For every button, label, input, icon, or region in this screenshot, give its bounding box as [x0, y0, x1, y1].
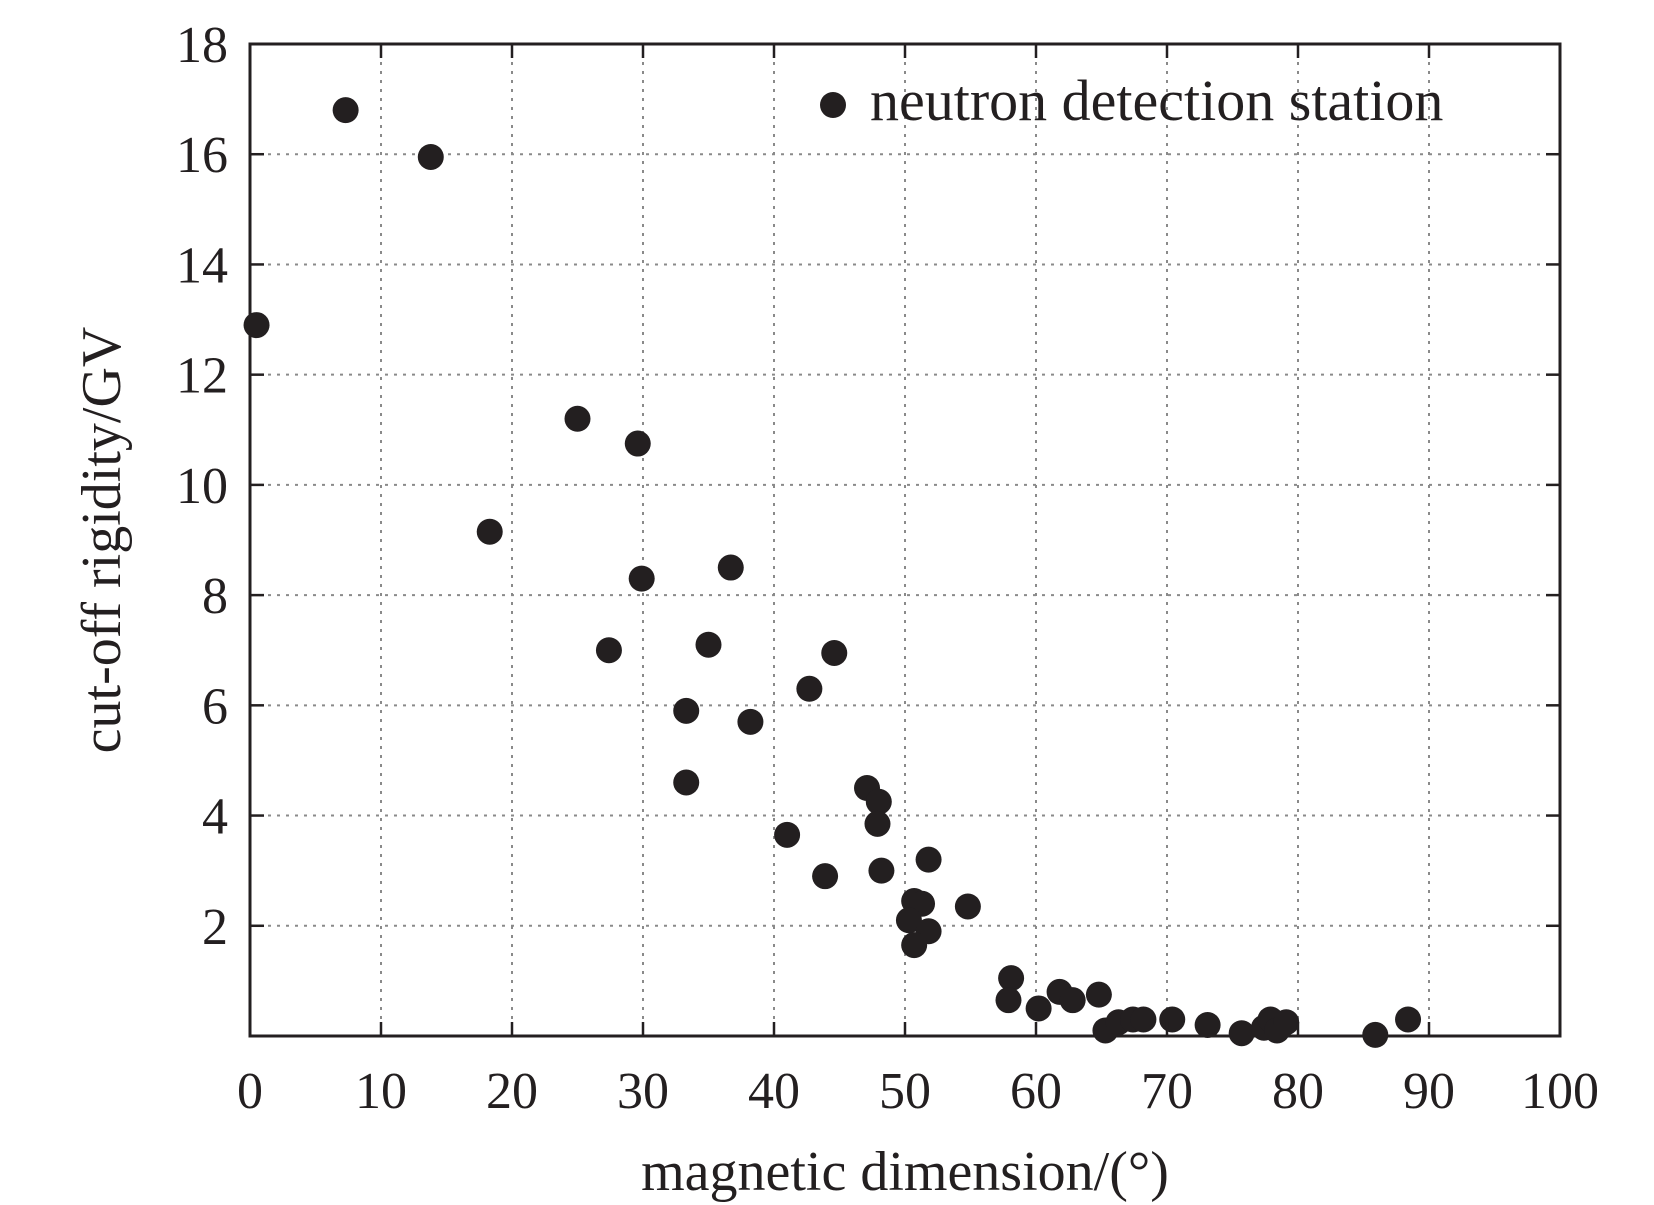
y-tick-label: 10	[176, 458, 228, 515]
data-point	[995, 987, 1022, 1014]
y-tick-label: 14	[176, 237, 228, 294]
data-point	[695, 631, 722, 658]
data-point	[717, 554, 744, 581]
x-tick-label: 80	[1272, 1063, 1324, 1120]
y-tick-label: 16	[176, 127, 228, 184]
data-point	[774, 821, 801, 848]
y-tick-label: 6	[202, 678, 228, 735]
data-point	[796, 675, 823, 702]
x-tick-label: 20	[486, 1063, 538, 1120]
grid-lines	[250, 44, 1560, 1036]
x-tick-labels: 0 10 20 30 40 50 60 70 80 90 100	[237, 1063, 1599, 1120]
x-tick-label: 10	[355, 1063, 407, 1120]
y-tick-label: 12	[176, 348, 228, 405]
data-point	[1085, 981, 1112, 1008]
data-point	[998, 965, 1025, 992]
legend-label: neutron detection station	[870, 68, 1443, 133]
data-point	[915, 846, 942, 873]
data-point	[821, 639, 848, 666]
y-tick-labels: 2 4 6 8 10 12 14 16 18	[176, 17, 228, 956]
data-point	[1228, 1020, 1255, 1047]
legend-marker	[820, 92, 846, 118]
data-point	[864, 810, 891, 837]
data-point	[865, 788, 892, 815]
data-point	[954, 893, 981, 920]
data-point	[332, 97, 359, 124]
data-point	[895, 907, 922, 934]
x-tick-label: 100	[1521, 1063, 1599, 1120]
x-tick-label: 30	[617, 1063, 669, 1120]
x-tick-label: 90	[1403, 1063, 1455, 1120]
data-point	[595, 637, 622, 664]
data-point	[1130, 1006, 1157, 1033]
legend: neutron detection station	[820, 68, 1443, 133]
x-tick-label: 50	[879, 1063, 931, 1120]
y-tick-label: 4	[202, 789, 228, 846]
y-axis-label: cut-off rigidity/GV	[71, 327, 133, 754]
data-points	[243, 97, 1422, 1048]
data-point	[624, 430, 651, 457]
data-point	[476, 518, 503, 545]
x-tick-label: 60	[1010, 1063, 1062, 1120]
data-point	[564, 405, 591, 432]
data-point	[901, 932, 928, 959]
data-point	[1395, 1006, 1422, 1033]
data-point	[868, 857, 895, 884]
data-point	[243, 312, 270, 339]
data-point	[812, 863, 839, 890]
y-tick-label: 18	[176, 17, 228, 74]
x-tick-label: 40	[748, 1063, 800, 1120]
x-tick-label: 0	[237, 1063, 263, 1120]
data-point	[737, 708, 764, 735]
data-point	[417, 143, 444, 170]
x-axis-label: magnetic dimension/(°)	[641, 1141, 1169, 1203]
data-point	[1273, 1009, 1300, 1036]
data-point	[1059, 987, 1086, 1014]
data-point	[628, 565, 655, 592]
data-point	[1159, 1006, 1186, 1033]
data-point	[673, 697, 700, 724]
data-point	[1025, 995, 1052, 1022]
data-point	[1194, 1011, 1221, 1038]
y-tick-label: 2	[202, 899, 228, 956]
y-tick-label: 8	[202, 568, 228, 625]
axis-ticks	[250, 44, 1560, 1036]
data-point	[673, 769, 700, 796]
x-tick-label: 70	[1141, 1063, 1193, 1120]
